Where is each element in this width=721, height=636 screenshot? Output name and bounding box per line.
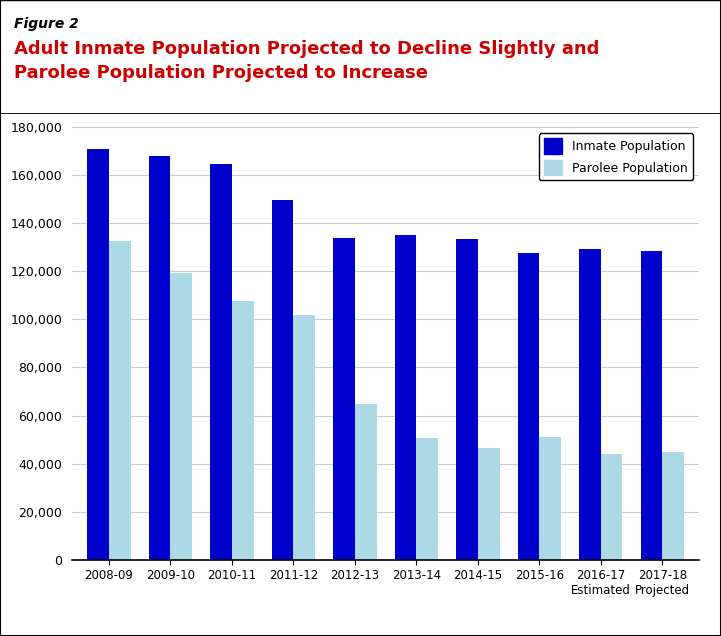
Text: Figure 2: Figure 2 bbox=[14, 17, 79, 31]
Bar bbox=[170, 273, 192, 560]
Bar bbox=[211, 165, 232, 560]
Bar bbox=[518, 253, 539, 560]
Bar bbox=[355, 403, 376, 560]
Bar bbox=[149, 156, 170, 560]
Bar bbox=[334, 238, 355, 560]
Bar bbox=[601, 454, 622, 560]
Bar bbox=[478, 448, 500, 560]
Bar bbox=[272, 200, 293, 560]
Bar bbox=[293, 315, 315, 560]
Bar bbox=[417, 438, 438, 560]
Bar bbox=[580, 249, 601, 560]
Bar bbox=[87, 149, 109, 560]
Bar bbox=[456, 239, 478, 560]
Bar bbox=[539, 437, 561, 560]
Bar bbox=[663, 452, 684, 560]
Bar bbox=[232, 301, 254, 560]
Text: Adult Inmate Population Projected to Decline Slightly and
Parolee Population Pro: Adult Inmate Population Projected to Dec… bbox=[14, 40, 600, 81]
Bar bbox=[641, 251, 663, 560]
Bar bbox=[395, 235, 417, 560]
Bar bbox=[109, 241, 131, 560]
Legend: Inmate Population, Parolee Population: Inmate Population, Parolee Population bbox=[539, 134, 693, 180]
